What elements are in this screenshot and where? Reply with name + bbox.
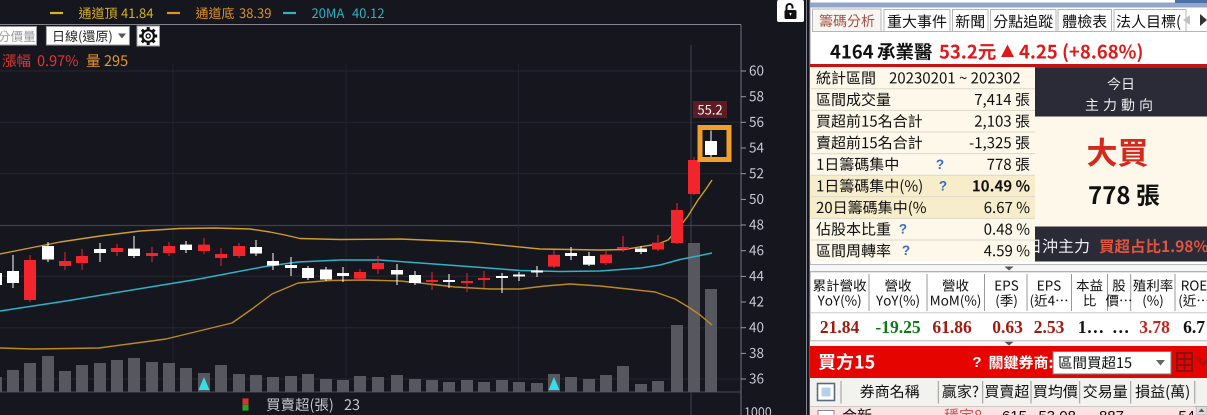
svg-text:887: 887 bbox=[1099, 408, 1124, 415]
svg-text:-19.25: -19.25 bbox=[875, 317, 920, 337]
svg-text:2.53: 2.53 bbox=[1034, 317, 1065, 337]
svg-text:21.84: 21.84 bbox=[820, 317, 860, 337]
svg-text:3.78: 3.78 bbox=[1139, 317, 1170, 337]
svg-text:6.7: 6.7 bbox=[1183, 317, 1205, 337]
svg-text:54: 54 bbox=[1178, 408, 1195, 415]
svg-text:?: ? bbox=[936, 157, 944, 172]
svg-text:?: ? bbox=[899, 222, 907, 237]
svg-text:…: … bbox=[1112, 317, 1130, 337]
svg-text:?: ? bbox=[902, 243, 910, 258]
svg-text:615: 615 bbox=[1002, 408, 1027, 415]
svg-text:61.86: 61.86 bbox=[932, 317, 972, 337]
svg-text:1…: 1… bbox=[1078, 317, 1104, 337]
svg-text:0.63: 0.63 bbox=[992, 317, 1023, 337]
svg-text:53.08: 53.08 bbox=[1038, 408, 1076, 415]
svg-text:?: ? bbox=[939, 178, 947, 193]
svg-text:?: ? bbox=[972, 354, 981, 371]
